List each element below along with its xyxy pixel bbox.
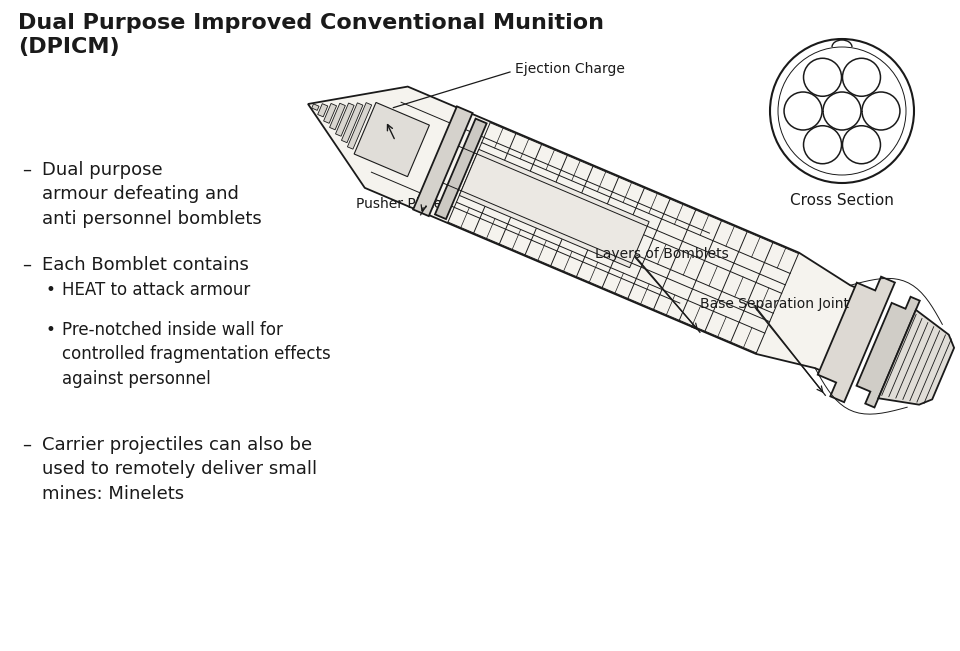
Text: •: • bbox=[46, 281, 56, 299]
Text: HEAT to attack armour: HEAT to attack armour bbox=[62, 281, 251, 299]
Text: Layers of Bomblets: Layers of Bomblets bbox=[595, 247, 729, 261]
Polygon shape bbox=[329, 104, 346, 130]
Circle shape bbox=[823, 92, 861, 130]
Text: –: – bbox=[22, 436, 31, 454]
Text: Ejection Charge: Ejection Charge bbox=[515, 62, 625, 76]
Polygon shape bbox=[324, 104, 337, 123]
Polygon shape bbox=[348, 103, 372, 149]
Text: Cross Section: Cross Section bbox=[790, 193, 894, 208]
Circle shape bbox=[862, 92, 900, 130]
Polygon shape bbox=[818, 277, 895, 402]
Text: Base Separation Joint: Base Separation Joint bbox=[700, 297, 849, 311]
Circle shape bbox=[804, 126, 842, 164]
Text: (DPICM): (DPICM) bbox=[18, 37, 120, 57]
Circle shape bbox=[804, 59, 842, 96]
Polygon shape bbox=[308, 87, 869, 376]
Polygon shape bbox=[354, 102, 429, 176]
Text: Each Bomblet contains: Each Bomblet contains bbox=[42, 256, 249, 274]
Polygon shape bbox=[459, 149, 649, 268]
Circle shape bbox=[770, 39, 914, 183]
Text: –: – bbox=[22, 161, 31, 179]
Polygon shape bbox=[342, 103, 363, 143]
Text: Carrier projectiles can also be
used to remotely deliver small
mines: Minelets: Carrier projectiles can also be used to … bbox=[42, 436, 317, 503]
Circle shape bbox=[843, 126, 880, 164]
Polygon shape bbox=[878, 310, 954, 405]
Polygon shape bbox=[856, 297, 920, 408]
Circle shape bbox=[843, 59, 880, 96]
Text: Dual purpose
armour defeating and
anti personnel bomblets: Dual purpose armour defeating and anti p… bbox=[42, 161, 262, 228]
Polygon shape bbox=[318, 104, 327, 117]
Text: –: – bbox=[22, 256, 31, 274]
Circle shape bbox=[784, 92, 822, 130]
Text: Pre-notched inside wall for
controlled fragmentation effects
against personnel: Pre-notched inside wall for controlled f… bbox=[62, 321, 331, 387]
Text: Dual Purpose Improved Conventional Munition: Dual Purpose Improved Conventional Munit… bbox=[18, 13, 604, 33]
Polygon shape bbox=[312, 104, 319, 111]
Polygon shape bbox=[413, 106, 472, 216]
Polygon shape bbox=[335, 103, 354, 136]
Polygon shape bbox=[435, 118, 487, 219]
Text: •: • bbox=[46, 321, 56, 339]
Text: Pusher Plate: Pusher Plate bbox=[356, 197, 443, 211]
